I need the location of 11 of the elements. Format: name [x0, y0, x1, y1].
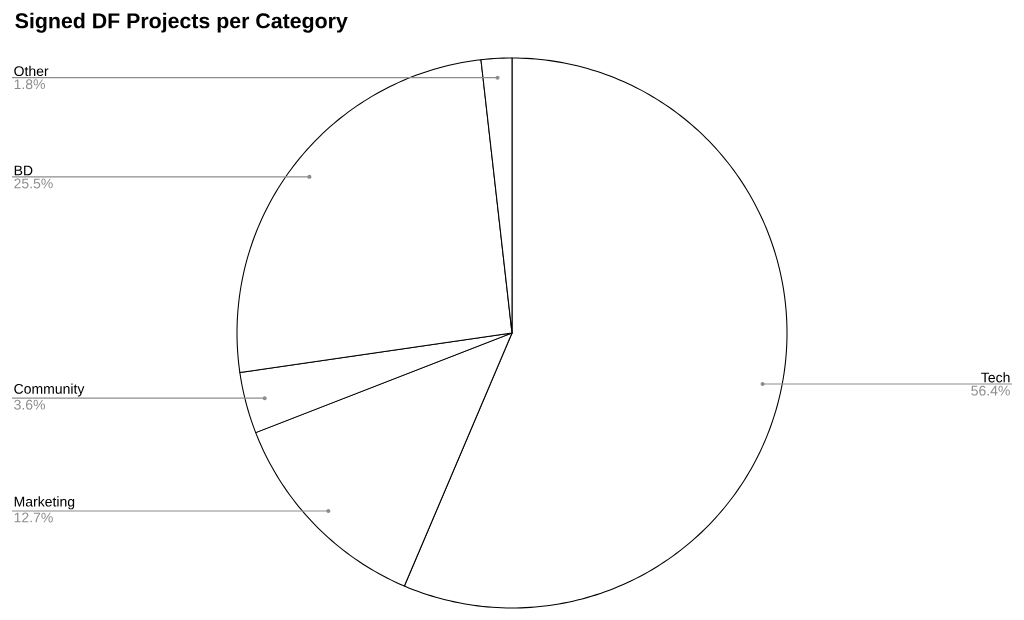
data-label: 3.6%: [14, 399, 46, 410]
chart-title: Signed DF Projects per Category: [15, 12, 348, 33]
slice-label: Community: [14, 383, 85, 397]
slice-label: Marketing: [14, 496, 75, 510]
data-label: 25.5%: [14, 178, 53, 189]
data-label: 56.4%: [971, 385, 1010, 396]
slice-label: Tech: [981, 372, 1010, 383]
slice-label: BD: [14, 165, 33, 176]
data-label: 12.7%: [14, 512, 53, 523]
slice-label: Other: [14, 65, 49, 77]
data-label: 1.8%: [14, 79, 46, 90]
